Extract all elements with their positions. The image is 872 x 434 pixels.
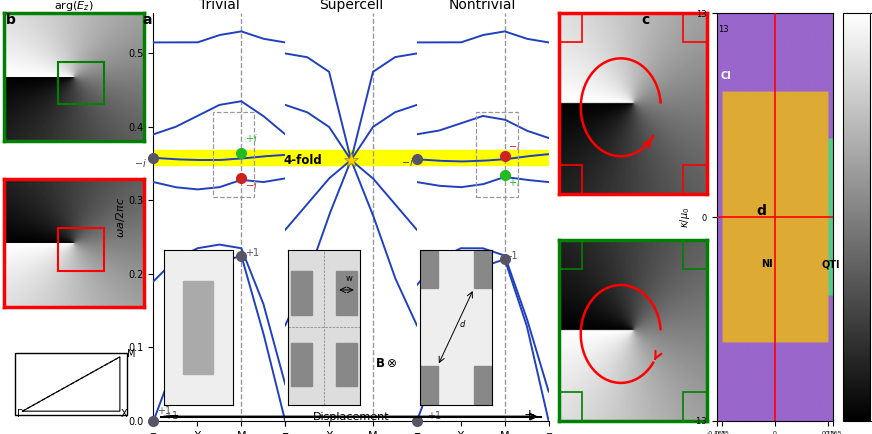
Text: $-$: $-$ bbox=[167, 408, 180, 422]
Bar bbox=[683, 165, 706, 194]
Text: $+$: $+$ bbox=[523, 408, 535, 422]
Y-axis label: $\kappa/\mu_0$: $\kappa/\mu_0$ bbox=[678, 207, 691, 227]
Text: $-i$: $-i$ bbox=[400, 156, 413, 168]
Title: $\arg(E_z)$: $\arg(E_z)$ bbox=[54, 0, 94, 13]
Text: $-i$: $-i$ bbox=[508, 141, 521, 152]
Text: Displacement: Displacement bbox=[313, 412, 390, 422]
Bar bbox=[559, 13, 582, 42]
Text: a: a bbox=[142, 13, 152, 27]
Title: Trivial: Trivial bbox=[199, 0, 240, 12]
Text: QTI: QTI bbox=[821, 259, 840, 269]
Bar bbox=[683, 13, 706, 42]
Text: +1: +1 bbox=[164, 411, 178, 421]
Text: -1: -1 bbox=[508, 251, 518, 261]
Bar bbox=[285, 151, 417, 165]
Text: $-i$: $-i$ bbox=[134, 158, 146, 169]
Bar bbox=[417, 151, 548, 165]
Text: 13: 13 bbox=[718, 25, 728, 34]
Title: Supercell: Supercell bbox=[319, 0, 383, 12]
Text: CI: CI bbox=[720, 71, 731, 81]
Text: b: b bbox=[6, 13, 16, 27]
Text: $+i$: $+i$ bbox=[508, 176, 521, 188]
Text: 4-fold: 4-fold bbox=[283, 154, 323, 167]
Text: +1: +1 bbox=[157, 406, 171, 416]
Bar bbox=[559, 240, 582, 269]
Text: $-i$: $-i$ bbox=[245, 179, 257, 191]
Text: X: X bbox=[120, 409, 127, 419]
Text: d: d bbox=[756, 204, 766, 218]
Bar bbox=[16, 353, 126, 415]
Bar bbox=[476, 112, 518, 197]
Text: +1: +1 bbox=[245, 247, 259, 258]
Y-axis label: $\omega a/2\pi c$: $\omega a/2\pi c$ bbox=[114, 196, 127, 238]
Text: +1: +1 bbox=[427, 411, 441, 421]
Bar bbox=[58, 228, 104, 270]
Text: c: c bbox=[641, 13, 649, 27]
Bar bbox=[153, 151, 285, 165]
Bar bbox=[683, 392, 706, 421]
Bar bbox=[58, 62, 104, 104]
Bar bbox=[559, 165, 582, 194]
Text: M: M bbox=[126, 349, 135, 359]
Title: Nontrivial: Nontrivial bbox=[449, 0, 516, 12]
Bar bbox=[683, 240, 706, 269]
Text: $\Gamma$: $\Gamma$ bbox=[16, 407, 24, 419]
Text: NI: NI bbox=[761, 259, 773, 269]
Bar bbox=[559, 392, 582, 421]
Text: $+i$: $+i$ bbox=[245, 132, 257, 144]
Bar bbox=[213, 112, 255, 197]
Text: $\mathbf{B}\otimes$: $\mathbf{B}\otimes$ bbox=[375, 357, 397, 370]
